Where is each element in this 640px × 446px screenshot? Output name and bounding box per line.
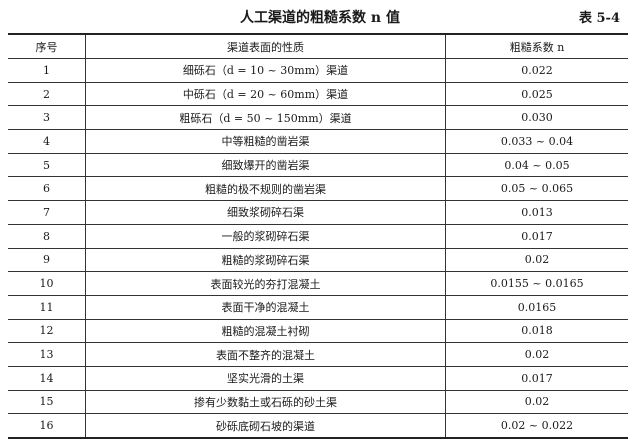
- table-title: 人工渠道的粗糙系数 n 值: [240, 10, 400, 26]
- cell-surface: 表面不整齐的混凝土: [85, 342, 446, 367]
- cell-surface: 中砾石（d = 20 ~ 60mm）渠道: [85, 82, 446, 107]
- table-row: 8 一般的浆砌碎石渠 0.017: [8, 224, 628, 249]
- cell-index: 16: [8, 413, 86, 440]
- cell-coefficient: 0.02: [445, 342, 628, 367]
- table-row: 14 坚实光滑的土渠 0.017: [8, 366, 628, 391]
- cell-index: 4: [8, 129, 86, 154]
- table-row: 15 掺有少数黏土或石砾的砂土渠 0.02: [8, 390, 628, 415]
- table-row: 11 表面干净的混凝土 0.0165: [8, 295, 628, 320]
- cell-surface: 表面较光的夯打混凝土: [85, 271, 446, 296]
- cell-surface: 粗糙的浆砌碎石渠: [85, 248, 446, 273]
- cell-surface: 粗砾石（d = 50 ~ 150mm）渠道: [85, 105, 446, 131]
- header-surface: 渠道表面的性质: [85, 33, 446, 59]
- cell-surface: 细致浆砌碎石渠: [85, 200, 446, 225]
- cell-index: 9: [8, 248, 86, 273]
- cell-index: 10: [8, 271, 86, 296]
- cell-coefficient: 0.02: [445, 390, 628, 415]
- header-row: 序号 渠道表面的性质 粗糙系数 n: [8, 33, 628, 59]
- cell-index: 7: [8, 200, 86, 225]
- table-row: 12 粗糙的混凝土衬砌 0.018: [8, 319, 628, 344]
- cell-index: 15: [8, 390, 86, 415]
- roughness-table: 序号 渠道表面的性质 粗糙系数 n 1 细砾石（d = 10 ~ 30mm）渠道 0…: [8, 33, 628, 440]
- table-row: 4 中等粗糙的凿岩渠 0.033 ~ 0.04: [8, 129, 628, 154]
- cell-index: 12: [8, 319, 86, 344]
- table-row: 10 表面较光的夯打混凝土 0.0155 ~ 0.0165: [8, 271, 628, 296]
- table-row: 3 粗砾石（d = 50 ~ 150mm）渠道 0.030: [8, 105, 628, 131]
- cell-surface: 坚实光滑的土渠: [85, 366, 446, 391]
- table-row: 6 粗糙的极不规则的凿岩渠 0.05 ~ 0.065: [8, 176, 628, 202]
- cell-index: 11: [8, 295, 86, 320]
- cell-index: 6: [8, 176, 86, 202]
- table-row: 9 粗糙的浆砌碎石渠 0.02: [8, 248, 628, 273]
- cell-coefficient: 0.02: [445, 248, 628, 273]
- cell-surface: 粗糙的极不规则的凿岩渠: [85, 176, 446, 202]
- cell-index: 5: [8, 153, 86, 178]
- cell-coefficient: 0.033 ~ 0.04: [445, 129, 628, 154]
- cell-surface: 细砾石（d = 10 ~ 30mm）渠道: [85, 58, 446, 83]
- cell-coefficient: 0.0155 ~ 0.0165: [445, 271, 628, 296]
- cell-coefficient: 0.018: [445, 319, 628, 344]
- table-row: 5 细致爆开的凿岩渠 0.04 ~ 0.05: [8, 153, 628, 178]
- cell-surface: 中等粗糙的凿岩渠: [85, 129, 446, 154]
- cell-coefficient: 0.013: [445, 200, 628, 225]
- table-row: 13 表面不整齐的混凝土 0.02: [8, 342, 628, 367]
- cell-surface: 粗糙的混凝土衬砌: [85, 319, 446, 344]
- cell-surface: 一般的浆砌碎石渠: [85, 224, 446, 249]
- header-coefficient: 粗糙系数 n: [445, 33, 628, 59]
- cell-coefficient: 0.017: [445, 224, 628, 249]
- cell-surface: 掺有少数黏土或石砾的砂土渠: [85, 390, 446, 415]
- cell-coefficient: 0.025: [445, 82, 628, 107]
- header-index: 序号: [8, 33, 86, 59]
- cell-index: 13: [8, 342, 86, 367]
- cell-index: 8: [8, 224, 86, 249]
- cell-surface: 砂砾底砌石坡的渠道: [85, 413, 446, 440]
- cell-coefficient: 0.017: [445, 366, 628, 391]
- cell-coefficient: 0.022: [445, 58, 628, 83]
- cell-coefficient: 0.04 ~ 0.05: [445, 153, 628, 178]
- table-row: 7 细致浆砌碎石渠 0.013: [8, 200, 628, 225]
- table-row: 1 细砾石（d = 10 ~ 30mm）渠道 0.022: [8, 58, 628, 83]
- cell-index: 14: [8, 366, 86, 391]
- cell-coefficient: 0.030: [445, 105, 628, 131]
- cell-index: 3: [8, 105, 86, 131]
- table-row: 2 中砾石（d = 20 ~ 60mm）渠道 0.025: [8, 82, 628, 107]
- table-row: 16 砂砾底砌石坡的渠道 0.02 ~ 0.022: [8, 413, 628, 440]
- cell-index: 2: [8, 82, 86, 107]
- table-number: 表 5-4: [578, 11, 620, 26]
- cell-coefficient: 0.02 ~ 0.022: [445, 413, 628, 440]
- cell-coefficient: 0.05 ~ 0.065: [445, 176, 628, 202]
- cell-index: 1: [8, 58, 86, 83]
- cell-surface: 表面干净的混凝土: [85, 295, 446, 320]
- cell-surface: 细致爆开的凿岩渠: [85, 153, 446, 178]
- cell-coefficient: 0.0165: [445, 295, 628, 320]
